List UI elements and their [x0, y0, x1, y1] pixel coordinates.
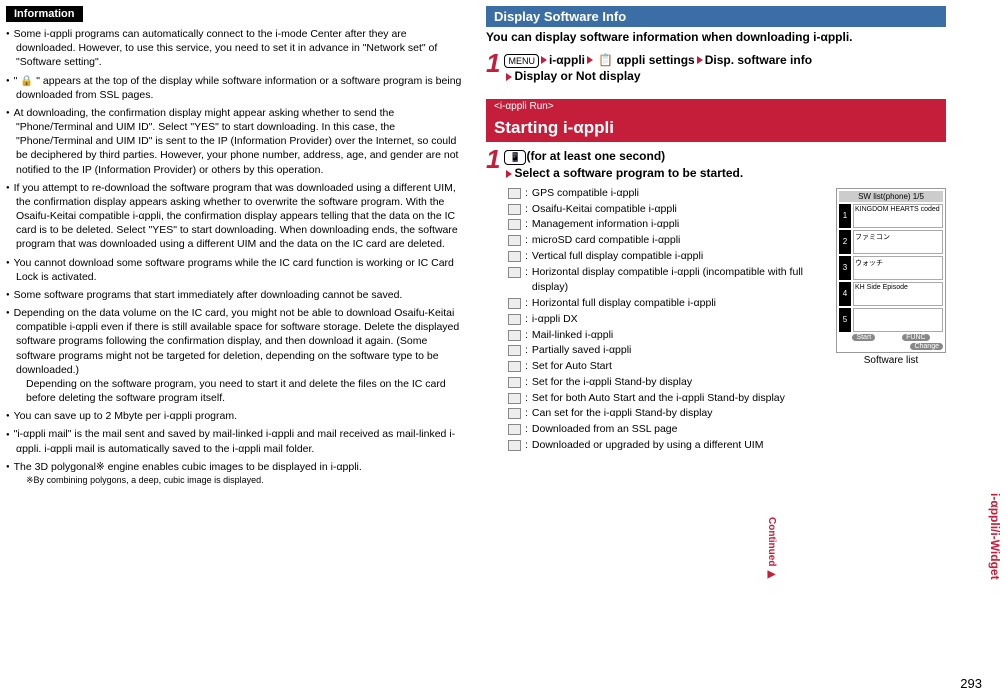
legend-text: microSD card compatible i-αppli: [532, 233, 680, 249]
legend-text: Set for the i-αppli Stand-by display: [532, 375, 692, 391]
bullet-text: You cannot download some software progra…: [14, 257, 454, 283]
info-bullet-list: Some i-αppli programs can automatically …: [6, 22, 466, 491]
arrow-icon: [587, 56, 593, 64]
info-bullet: You can save up to 2 Mbyte per i-αppli p…: [6, 407, 466, 425]
phone-key-icon: 📱: [504, 150, 526, 165]
standby-icon: [508, 377, 521, 388]
menu-key-icon: MENU: [504, 54, 539, 69]
bullet-text: Some i-αppli programs can automatically …: [14, 28, 438, 68]
osaifu-icon: [508, 204, 521, 215]
step2-select: Select a software program to be started.: [514, 166, 743, 180]
bullet-text: The 3D polygonal※ engine enables cubic i…: [14, 461, 362, 473]
arrow-icon: [541, 56, 547, 64]
microsd-icon: [508, 235, 521, 246]
legend-text: Management information i-αppli: [532, 217, 679, 233]
sidebar-label: i-αppli/i-Widget: [988, 493, 1002, 580]
bullet-text: "i-αppli mail" is the mail sent and save…: [14, 428, 456, 454]
auto-start-icon: [508, 361, 521, 372]
bullet-sub: Depending on the software program, you n…: [16, 377, 466, 405]
legend-text: GPS compatible i-αppli: [532, 186, 639, 202]
section1-lead: You can display software information whe…: [486, 30, 946, 46]
mail-linked-icon: [508, 330, 521, 341]
continued-label: Continued ▶: [766, 517, 777, 580]
legend-text: Mail-linked i-αppli: [532, 328, 613, 344]
path-display-or-not: Display or Not display: [514, 69, 640, 83]
info-bullet: " 🔒 " appears at the top of the display …: [6, 72, 466, 104]
list-icon: 📋: [598, 53, 613, 67]
info-bullet: Some i-αppli programs can automatically …: [6, 25, 466, 72]
arrow-icon: [506, 73, 512, 81]
dx-icon: [508, 314, 521, 325]
bullet-text: At downloading, the confirmation display…: [14, 107, 459, 176]
path-disp: Disp. software info: [705, 53, 812, 67]
both-auto-standby-icon: [508, 393, 521, 404]
bullet-sub: ※By combining polygons, a deep, cubic im…: [16, 474, 466, 486]
bullet-text: " 🔒 " appears at the top of the display …: [14, 75, 462, 101]
legend-text: Set for Auto Start: [532, 359, 612, 375]
horizontal-icon: [508, 267, 521, 278]
bullet-text: Some software programs that start immedi…: [14, 289, 403, 301]
info-bullet: Some software programs that start immedi…: [6, 286, 466, 304]
legend-text: Horizontal full display compatible i-αpp…: [532, 296, 716, 312]
path-iappli: i-αppli: [549, 53, 585, 67]
legend-text: Set for both Auto Start and the i-αppli …: [532, 391, 785, 407]
step-number-1b: 1: [486, 146, 500, 172]
ssl-icon: [508, 424, 521, 435]
page-number: 293: [960, 676, 982, 691]
display-software-info-header: Display Software Info: [486, 6, 946, 27]
bullet-text: You can save up to 2 Mbyte per i-αppli p…: [14, 410, 237, 422]
information-header: Information: [6, 6, 83, 22]
sidebar-tab: i-αppli/i-Widget Continued ▶: [764, 80, 1002, 580]
can-set-standby-icon: [508, 408, 521, 419]
step-1b-body: 📱(for at least one second) Select a soft…: [504, 146, 743, 182]
gps-icon: [508, 188, 521, 199]
legend-text: Can set for the i-αppli Stand-by display: [532, 406, 713, 422]
legend-text: Vertical full display compatible i-αppli: [532, 249, 703, 265]
left-column: Information Some i-αppli programs can au…: [6, 6, 466, 491]
bullet-text: Depending on the data volume on the IC c…: [14, 307, 460, 376]
legend-text: Downloaded from an SSL page: [532, 422, 678, 438]
arrow-icon: [697, 56, 703, 64]
info-bullet: "i-αppli mail" is the mail sent and save…: [6, 425, 466, 457]
partial-saved-icon: [508, 345, 521, 356]
info-bullet: Depending on the data volume on the IC c…: [6, 304, 466, 407]
legend-text: i-αppli DX: [532, 312, 578, 328]
step-number-1: 1: [486, 50, 500, 76]
info-bullet: You cannot download some software progra…: [6, 254, 466, 286]
different-uim-icon: [508, 440, 521, 451]
arrow-icon: [506, 170, 512, 178]
horizontal-full-icon: [508, 298, 521, 309]
bullet-text: If you attempt to re-download the softwa…: [14, 182, 458, 251]
step2-duration: (for at least one second): [526, 149, 665, 163]
info-bullet: If you attempt to re-download the softwa…: [6, 179, 466, 254]
info-bullet: At downloading, the confirmation display…: [6, 104, 466, 179]
info-bullet: The 3D polygonal※ engine enables cubic i…: [6, 458, 466, 488]
vertical-full-icon: [508, 251, 521, 262]
path-settings: αppli settings: [617, 53, 695, 67]
legend-text: Partially saved i-αppli: [532, 343, 631, 359]
legend-text: Osaifu-Keitai compatible i-αppli: [532, 202, 677, 218]
management-icon: [508, 219, 521, 230]
legend-text: Downloaded or upgraded by using a differ…: [532, 438, 764, 454]
